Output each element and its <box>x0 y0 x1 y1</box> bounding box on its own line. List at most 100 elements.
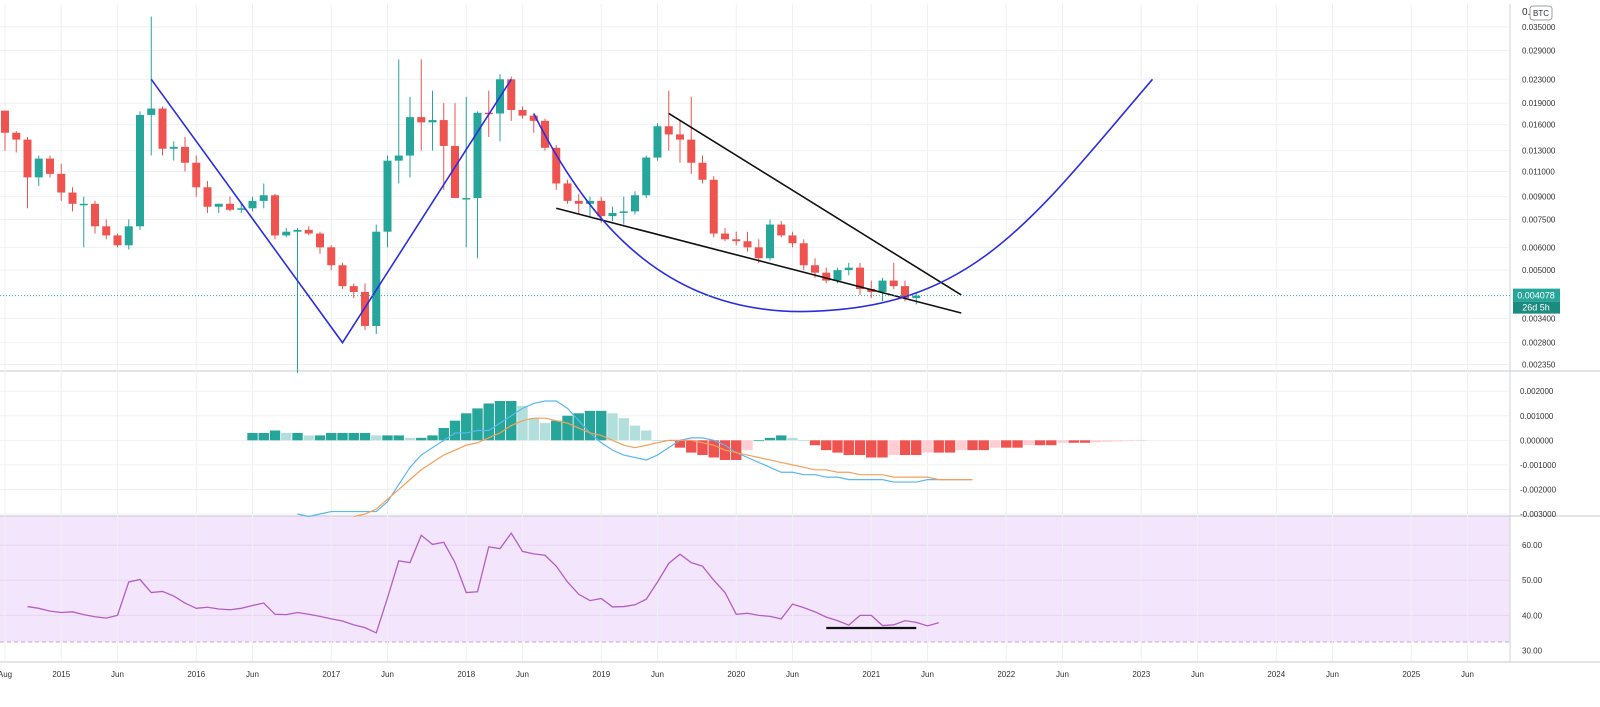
macd-tick-label: 0.001000 <box>1520 412 1554 421</box>
candle <box>1 110 9 151</box>
macd-histogram-bar <box>1136 440 1147 442</box>
rsi-band <box>0 516 1510 642</box>
macd-tick-label: -0.002000 <box>1520 485 1557 494</box>
price-tick-label: 0.005000 <box>1522 266 1556 275</box>
candle-body <box>428 120 437 123</box>
time-tick-label: Jun <box>1326 670 1339 679</box>
candle <box>889 262 898 290</box>
candle-body <box>833 270 842 281</box>
v-pattern-line[interactable] <box>150 78 512 345</box>
macd-tick-label: 0.000000 <box>1520 436 1554 445</box>
candle <box>203 180 212 213</box>
macd-histogram-bar <box>1057 440 1068 443</box>
candle <box>349 283 358 299</box>
candle-body <box>574 200 583 204</box>
time-tick-label: 2022 <box>997 670 1015 679</box>
candle-body <box>766 224 774 259</box>
candle-body <box>136 114 144 227</box>
macd-histogram-bar <box>607 413 618 441</box>
rsi-tick-label: 50.00 <box>1522 576 1543 585</box>
candle-body <box>102 226 111 236</box>
macd-histogram-bar <box>944 440 956 453</box>
candle <box>844 262 853 276</box>
macd-histogram-bar <box>573 413 584 441</box>
candle-body <box>169 146 178 149</box>
candle-body <box>214 203 223 207</box>
candle-body <box>57 173 66 193</box>
candle-body <box>822 272 831 281</box>
candle-body <box>754 247 763 259</box>
price-tick-label: 0.009000 <box>1522 193 1556 202</box>
candle <box>563 179 572 204</box>
macd-histogram-bar <box>551 420 562 441</box>
candle <box>586 196 594 217</box>
candle-body <box>844 267 853 271</box>
macd-histogram-bar <box>1113 440 1124 442</box>
candle-body <box>743 241 752 248</box>
candle-body <box>653 126 662 158</box>
macd-histogram-bar <box>427 435 438 441</box>
candle-body <box>113 235 122 246</box>
candle-body <box>372 231 381 326</box>
candle-body <box>147 108 156 115</box>
time-tick-label: Aug <box>0 670 12 679</box>
candle-body <box>664 126 673 135</box>
rounded-bottom-curve[interactable] <box>533 78 1154 313</box>
countdown-tag <box>1513 301 1560 314</box>
candle <box>754 239 763 263</box>
upper-trendline[interactable] <box>668 112 962 296</box>
rsi-line <box>27 531 939 634</box>
candle-body <box>124 226 133 246</box>
rsi-tick-label: 30.00 <box>1522 646 1543 655</box>
candle-body <box>709 179 718 234</box>
candle <box>23 136 32 209</box>
macd-histogram-bar <box>596 410 607 441</box>
macd-histogram-bar <box>438 428 449 441</box>
candle <box>282 228 291 238</box>
candle-body <box>856 267 864 290</box>
candle-body <box>462 198 471 200</box>
macd-tick-label: -0.001000 <box>1520 461 1557 470</box>
candle <box>631 191 639 215</box>
time-tick-label: Jun <box>786 670 799 679</box>
time-tick-label: 2025 <box>1402 670 1420 679</box>
time-tick-label: Jun <box>1056 670 1069 679</box>
candle-body <box>811 265 819 273</box>
time-tick-label: Jun <box>516 670 529 679</box>
candle-body <box>777 224 786 236</box>
candle-body <box>349 286 358 292</box>
candle <box>664 90 673 151</box>
candle <box>34 155 43 186</box>
candle-body <box>181 146 189 163</box>
macd-histogram-bar <box>281 432 292 441</box>
candle-body <box>552 147 561 184</box>
macd-histogram-bar <box>911 440 922 456</box>
candle <box>912 291 921 305</box>
candle <box>709 176 718 238</box>
candle-body <box>799 243 808 266</box>
macd-histogram-bar <box>652 440 663 442</box>
candle <box>169 141 178 161</box>
macd-histogram-bar <box>809 440 821 446</box>
macd-histogram-bar <box>326 432 337 441</box>
candle <box>316 231 324 254</box>
candle-body <box>23 139 32 178</box>
candle-body <box>518 109 527 116</box>
macd-histogram-bar <box>416 437 427 441</box>
currency-badge[interactable] <box>1529 5 1553 21</box>
macd-histogram-bar <box>247 432 258 441</box>
candle-body <box>91 203 99 227</box>
candle <box>507 76 516 121</box>
macd-histogram-bar <box>1124 440 1136 442</box>
price-tick-label: 0.002800 <box>1522 339 1556 348</box>
macd-histogram-bar <box>877 440 888 458</box>
rsi-tick-label: 60.00 <box>1522 541 1543 550</box>
macd-histogram-bar <box>1001 440 1012 448</box>
lower-trendline[interactable] <box>556 207 962 314</box>
candle <box>439 103 448 190</box>
price-tick-label: 0.035000 <box>1522 23 1556 32</box>
macd-histogram-bar <box>393 435 404 441</box>
candle-body <box>406 117 414 156</box>
